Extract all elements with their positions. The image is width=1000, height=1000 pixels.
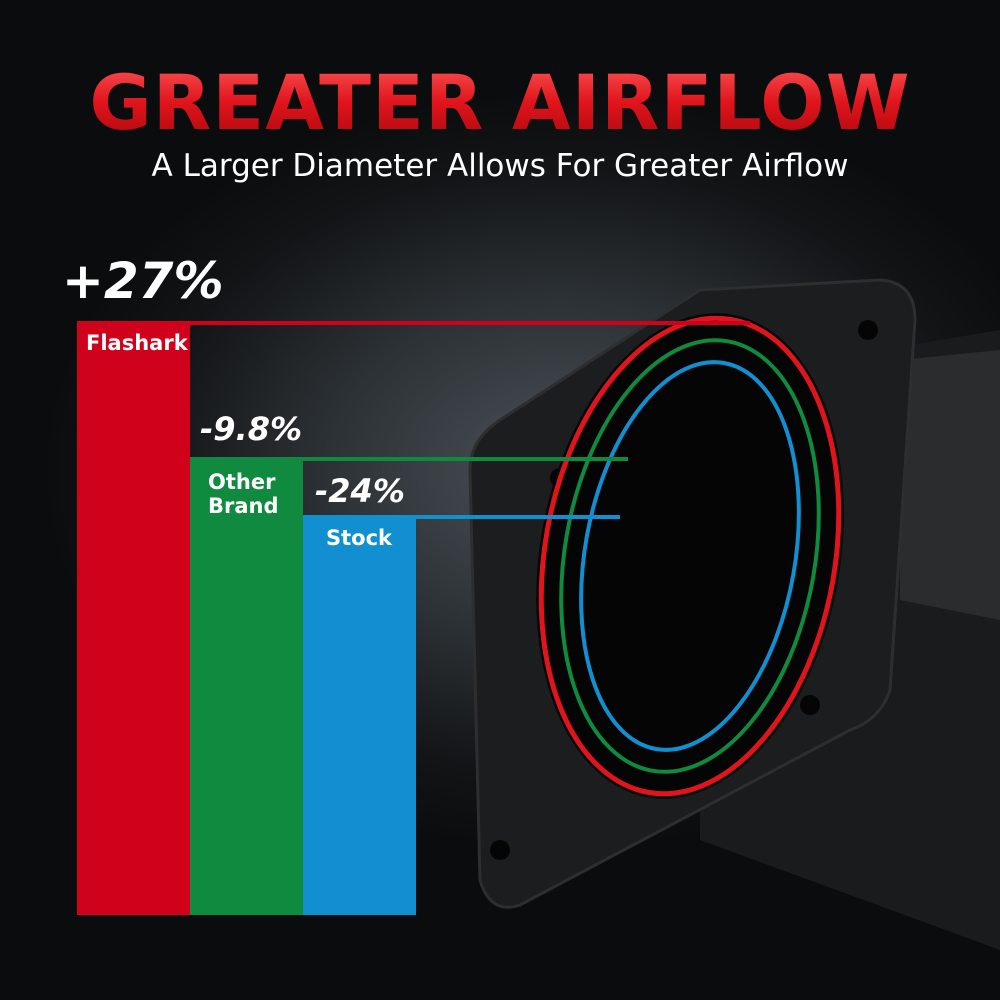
bar-flashark [77, 321, 190, 915]
other-brand-diameter-ring [559, 338, 821, 774]
flange [468, 278, 917, 909]
bar-stock [303, 515, 416, 915]
page-title: GREATER AIRFLOW [0, 58, 1000, 147]
value-label-flashark: +27% [62, 252, 224, 310]
bar-chart [77, 321, 750, 915]
page-subtitle: A Larger Diameter Allows For Greater Air… [151, 148, 849, 184]
value-label-other-brand: -9.8% [200, 410, 303, 448]
value-label-stock: -24% [315, 472, 405, 510]
bar-label-flashark: Flashark [86, 331, 188, 355]
flashark-diameter-ring [538, 315, 842, 797]
bar-other-brand [190, 457, 303, 915]
stock-diameter-ring [579, 360, 801, 752]
bar-label-stock: Stock [326, 526, 393, 550]
bar-label-other-brand: Other Brand [208, 470, 279, 518]
